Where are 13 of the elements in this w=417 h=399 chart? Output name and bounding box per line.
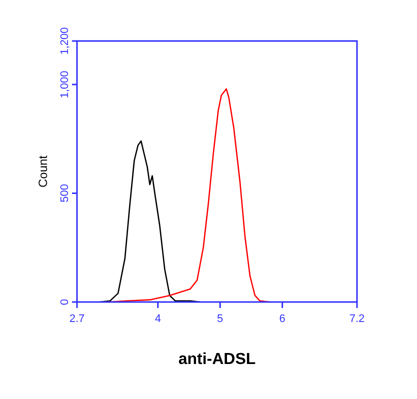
x-tick-label: 5 [217, 313, 224, 325]
y-axis-title: Count [36, 154, 50, 188]
x-tick-label: 6 [279, 313, 286, 325]
line-series [99, 140, 201, 303]
line-series [107, 88, 271, 303]
x-axis-title: anti-ADSL [178, 351, 256, 368]
x-tick-label: 4 [154, 313, 161, 325]
y-tick-label: 1,200 [59, 27, 71, 55]
y-tick-label: 0 [59, 298, 71, 306]
y-tick-label: 500 [59, 184, 71, 202]
x-tick-label: 2.7 [69, 313, 85, 325]
y-tick-label: 1,000 [59, 70, 71, 98]
x-tick-label: 7.2 [349, 313, 365, 325]
